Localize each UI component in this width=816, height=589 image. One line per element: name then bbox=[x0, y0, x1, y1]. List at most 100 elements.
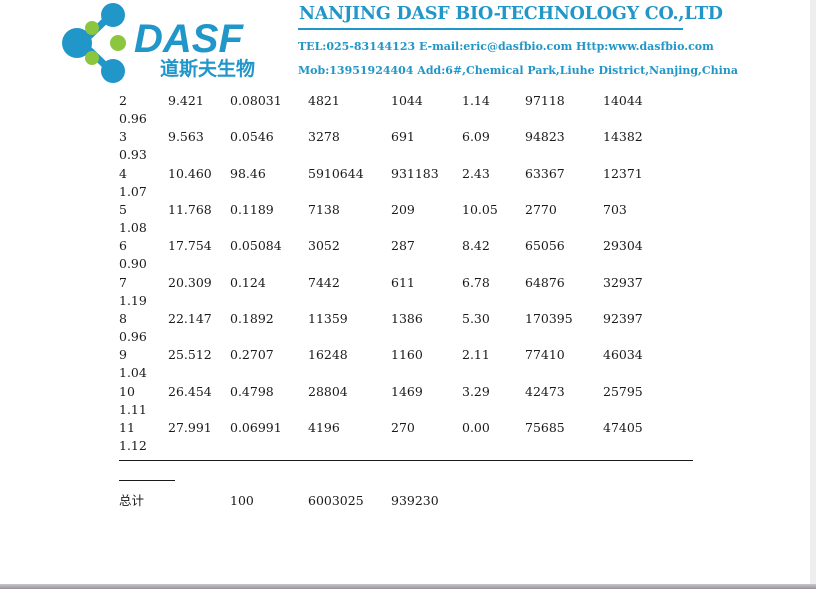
resolution: 8.42 bbox=[462, 238, 490, 253]
plate-count-2: 92397 bbox=[603, 311, 643, 326]
area-percent: 0.08031 bbox=[230, 93, 282, 108]
area-percent: 98.46 bbox=[230, 166, 266, 181]
plate-count-2: 32937 bbox=[603, 275, 643, 290]
table-row: 5 11.768 0.1189 7138 209 10.05 2770 703 … bbox=[0, 202, 810, 238]
retention-time: 26.454 bbox=[168, 384, 212, 399]
retention-time: 22.147 bbox=[168, 311, 212, 326]
area-percent: 0.4798 bbox=[230, 384, 274, 399]
peak-number: 5 bbox=[119, 202, 127, 217]
dasf-logo: DASF 道斯夫生物 bbox=[62, 3, 255, 83]
resolution: 0.00 bbox=[462, 420, 490, 435]
retention-time: 25.512 bbox=[168, 347, 212, 362]
resolution: 2.11 bbox=[462, 347, 490, 362]
peak-number: 8 bbox=[119, 311, 127, 326]
tailing-factor: 1.08 bbox=[119, 220, 147, 235]
area-percent: 0.1189 bbox=[230, 202, 274, 217]
peak-height: 1469 bbox=[391, 384, 423, 399]
peak-number: 4 bbox=[119, 166, 127, 181]
plate-count: 63367 bbox=[525, 166, 565, 181]
resolution: 6.78 bbox=[462, 275, 490, 290]
table-row: 10 26.454 0.4798 28804 1469 3.29 42473 2… bbox=[0, 384, 810, 420]
peak-area: 7442 bbox=[308, 275, 340, 290]
company-name: NANJING DASF BIO-TECHNOLOGY CO.,LTD bbox=[299, 4, 723, 24]
header-divider bbox=[298, 28, 683, 30]
tailing-factor: 1.07 bbox=[119, 184, 147, 199]
peak-height: 287 bbox=[391, 238, 415, 253]
plate-count-2: 29304 bbox=[603, 238, 643, 253]
table-row: 4 10.460 98.46 5910644 931183 2.43 63367… bbox=[0, 166, 810, 202]
peak-height: 209 bbox=[391, 202, 415, 217]
resolution: 1.14 bbox=[462, 93, 490, 108]
page-bottom-edge bbox=[0, 584, 816, 589]
peak-height: 931183 bbox=[391, 166, 439, 181]
plate-count: 94823 bbox=[525, 129, 565, 144]
plate-count: 170395 bbox=[525, 311, 573, 326]
total-area-percent: 100 bbox=[230, 493, 254, 508]
plate-count-2: 46034 bbox=[603, 347, 643, 362]
peak-number: 2 bbox=[119, 93, 127, 108]
table-row: 2 9.421 0.08031 4821 1044 1.14 97118 140… bbox=[0, 93, 810, 129]
logo-wordmark: DASF bbox=[134, 17, 244, 61]
contact-line-mobile-address: Mob:13951924404 Add:6#,Chemical Park,Liu… bbox=[298, 64, 738, 77]
peak-area: 3278 bbox=[308, 129, 340, 144]
plate-count-2: 703 bbox=[603, 202, 627, 217]
total-height: 939230 bbox=[391, 493, 439, 508]
area-percent: 0.0546 bbox=[230, 129, 274, 144]
plate-count: 65056 bbox=[525, 238, 565, 253]
area-percent: 0.05084 bbox=[230, 238, 282, 253]
peak-number: 6 bbox=[119, 238, 127, 253]
resolution: 2.43 bbox=[462, 166, 490, 181]
peak-area: 16248 bbox=[308, 347, 348, 362]
retention-time: 11.768 bbox=[168, 202, 212, 217]
tailing-factor: 0.96 bbox=[119, 329, 147, 344]
retention-time: 27.991 bbox=[168, 420, 212, 435]
peak-area: 4196 bbox=[308, 420, 340, 435]
retention-time: 9.563 bbox=[168, 129, 204, 144]
plate-count: 75685 bbox=[525, 420, 565, 435]
resolution: 10.05 bbox=[462, 202, 498, 217]
retention-time: 10.460 bbox=[168, 166, 212, 181]
table-row: 7 20.309 0.124 7442 611 6.78 64876 32937… bbox=[0, 275, 810, 311]
peak-number: 7 bbox=[119, 275, 127, 290]
tailing-factor: 1.19 bbox=[119, 293, 147, 308]
plate-count-2: 14382 bbox=[603, 129, 643, 144]
peak-area: 11359 bbox=[308, 311, 348, 326]
page-right-edge bbox=[810, 0, 816, 589]
peak-height: 611 bbox=[391, 275, 415, 290]
table-rule-long bbox=[119, 460, 693, 461]
peak-height: 691 bbox=[391, 129, 415, 144]
plate-count-2: 25795 bbox=[603, 384, 643, 399]
total-label: 总计 bbox=[119, 493, 145, 508]
peak-height: 1386 bbox=[391, 311, 423, 326]
retention-time: 9.421 bbox=[168, 93, 204, 108]
table-row: 9 25.512 0.2707 16248 1160 2.11 77410 46… bbox=[0, 347, 810, 383]
area-percent: 0.06991 bbox=[230, 420, 282, 435]
plate-count: 2770 bbox=[525, 202, 557, 217]
plate-count-2: 12371 bbox=[603, 166, 643, 181]
resolution: 5.30 bbox=[462, 311, 490, 326]
tailing-factor: 1.11 bbox=[119, 402, 147, 417]
table-rule-short bbox=[119, 480, 175, 481]
total-area: 6003025 bbox=[308, 493, 364, 508]
peak-number: 11 bbox=[119, 420, 135, 435]
table-row: 11 27.991 0.06991 4196 270 0.00 75685 47… bbox=[0, 420, 810, 456]
table-row: 6 17.754 0.05084 3052 287 8.42 65056 293… bbox=[0, 238, 810, 274]
peak-area: 3052 bbox=[308, 238, 340, 253]
logo-chinese-name: 道斯夫生物 bbox=[160, 57, 255, 80]
table-row: 3 9.563 0.0546 3278 691 6.09 94823 14382… bbox=[0, 129, 810, 165]
peak-area: 7138 bbox=[308, 202, 340, 217]
plate-count: 97118 bbox=[525, 93, 565, 108]
tailing-factor: 0.96 bbox=[119, 111, 147, 126]
molecule-icon bbox=[62, 3, 126, 83]
peak-number: 9 bbox=[119, 347, 127, 362]
tailing-factor: 1.04 bbox=[119, 365, 147, 380]
peak-number: 10 bbox=[119, 384, 135, 399]
area-percent: 0.2707 bbox=[230, 347, 274, 362]
retention-time: 20.309 bbox=[168, 275, 212, 290]
contact-line-tel-email-web: TEL:025-83144123 E-mail:eric@dasfbio.com… bbox=[298, 40, 714, 53]
peak-height: 1160 bbox=[391, 347, 423, 362]
tailing-factor: 0.90 bbox=[119, 256, 147, 271]
tailing-factor: 1.12 bbox=[119, 438, 147, 453]
peak-height: 1044 bbox=[391, 93, 423, 108]
retention-time: 17.754 bbox=[168, 238, 212, 253]
